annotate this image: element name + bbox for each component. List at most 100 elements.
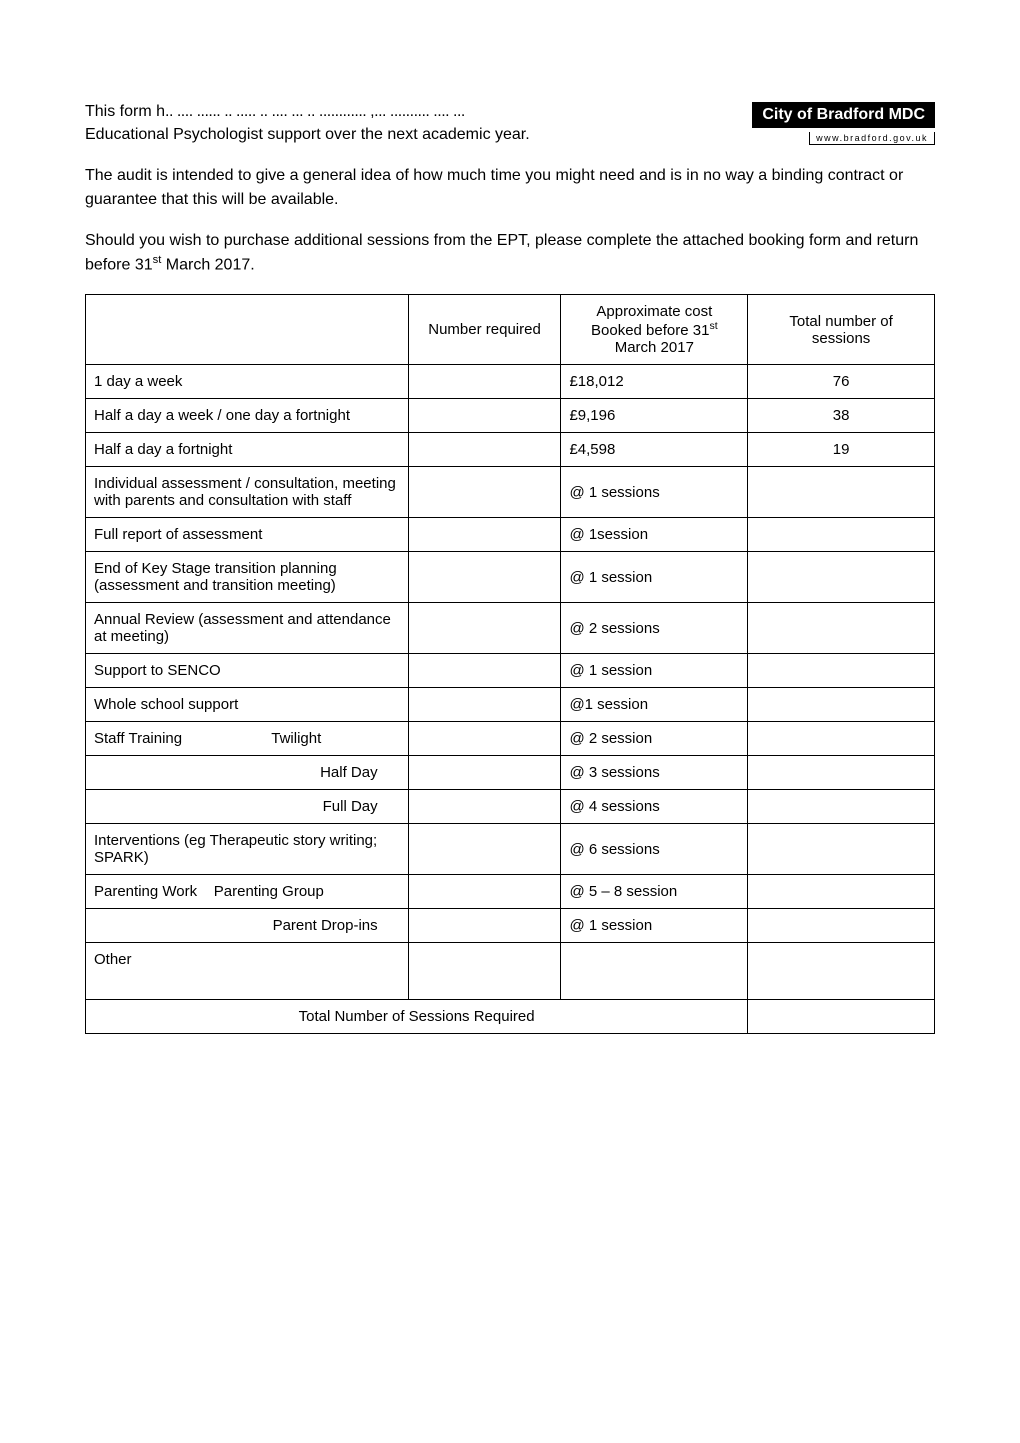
row-label-fullday: Full Day (86, 790, 409, 824)
row-sessions (748, 790, 935, 824)
table-row: Parenting Work Parenting Group @ 5 – 8 s… (86, 875, 935, 909)
row-label-other: Other (86, 943, 409, 1000)
row-label: Interventions (eg Therapeutic story writ… (86, 824, 409, 875)
page-root: City of Bradford MDC www.bradford.gov.uk… (0, 0, 1020, 1094)
row-sessions: 38 (748, 399, 935, 433)
row-number[interactable] (408, 552, 561, 603)
hdr-ordinal: st (709, 320, 717, 332)
table-row: Half a day a fortnight £4,598 19 (86, 433, 935, 467)
row-label: Support to SENCO (86, 654, 409, 688)
row-sessions (748, 467, 935, 518)
row-cost: @ 2 sessions (561, 603, 748, 654)
table-row: Support to SENCO @ 1 session (86, 654, 935, 688)
footer-row: Total Number of Sessions Required (86, 1000, 935, 1034)
header-sessions: Total number of sessions (748, 295, 935, 365)
row-number[interactable] (408, 875, 561, 909)
intro-para-3: Should you wish to purchase additional s… (85, 229, 935, 277)
intro-3b: March 2017. (161, 256, 254, 273)
table-row: Half a day a week / one day a fortnight … (86, 399, 935, 433)
row-sessions (748, 909, 935, 943)
table-row: Staff TrainingTwilight @ 2 session (86, 722, 935, 756)
row-sessions (748, 654, 935, 688)
table-row: 1 day a week £18,012 76 (86, 365, 935, 399)
logo-sub: www.bradford.gov.uk (809, 132, 935, 145)
parenting-work-label: Parenting Work (94, 883, 197, 900)
row-cost: @1 session (561, 688, 748, 722)
total-label: Total Number of Sessions Required (86, 1000, 748, 1034)
hdr-cost-b: Booked before 31 (591, 322, 709, 339)
row-label-staff-twilight: Staff TrainingTwilight (86, 722, 409, 756)
row-cost: @ 6 sessions (561, 824, 748, 875)
row-sessions (748, 943, 935, 1000)
table-row: Whole school support @1 session (86, 688, 935, 722)
row-cost: @ 2 session (561, 722, 748, 756)
row-label: 1 day a week (86, 365, 409, 399)
header-row: Number required Approximate cost Booked … (86, 295, 935, 365)
row-sessions (748, 603, 935, 654)
row-number[interactable] (408, 790, 561, 824)
row-sessions (748, 722, 935, 756)
intro-para-2: The audit is intended to give a general … (85, 164, 935, 210)
row-label: Full report of assessment (86, 518, 409, 552)
row-cost: £18,012 (561, 365, 748, 399)
row-number[interactable] (408, 518, 561, 552)
row-sessions (748, 756, 935, 790)
row-label-parenting-group: Parenting Work Parenting Group (86, 875, 409, 909)
row-number[interactable] (408, 399, 561, 433)
row-sessions (748, 824, 935, 875)
row-number[interactable] (408, 433, 561, 467)
row-cost: @ 1 sessions (561, 467, 748, 518)
header-cost: Approximate cost Booked before 31st Marc… (561, 295, 748, 365)
total-value[interactable] (748, 1000, 935, 1034)
intro-1a: This form h (85, 103, 165, 120)
table-row: Half Day @ 3 sessions (86, 756, 935, 790)
row-label: Individual assessment / consultation, me… (86, 467, 409, 518)
row-label-dropins: Parent Drop-ins (86, 909, 409, 943)
row-label: Annual Review (assessment and attendance… (86, 603, 409, 654)
row-number[interactable] (408, 943, 561, 1000)
row-number[interactable] (408, 688, 561, 722)
table-row: Other (86, 943, 935, 1000)
hdr-cost-a: Approximate cost (596, 303, 712, 320)
row-label: Whole school support (86, 688, 409, 722)
row-number[interactable] (408, 603, 561, 654)
logo-main: City of Bradford MDC (752, 102, 935, 128)
row-cost (561, 943, 748, 1000)
row-cost: @ 1 session (561, 552, 748, 603)
row-sessions (748, 688, 935, 722)
row-cost: @ 4 sessions (561, 790, 748, 824)
row-number[interactable] (408, 467, 561, 518)
row-number[interactable] (408, 909, 561, 943)
row-cost: £9,196 (561, 399, 748, 433)
logo-block: City of Bradford MDC www.bradford.gov.uk (752, 102, 935, 146)
cost-table: Number required Approximate cost Booked … (85, 294, 935, 1034)
table-row: Full report of assessment @ 1session (86, 518, 935, 552)
row-sessions (748, 552, 935, 603)
twilight-label: Twilight (271, 730, 321, 747)
hdr-sess-b: sessions (812, 330, 870, 347)
header-number-required: Number required (408, 295, 561, 365)
row-label: End of Key Stage transition planning (as… (86, 552, 409, 603)
intro-1b: Educational Psychologist support over th… (85, 126, 530, 143)
row-cost: @ 3 sessions (561, 756, 748, 790)
table-row: End of Key Stage transition planning (as… (86, 552, 935, 603)
parenting-group-label: Parenting Group (214, 883, 324, 900)
row-cost: £4,598 (561, 433, 748, 467)
row-sessions (748, 518, 935, 552)
table-row: Annual Review (assessment and attendance… (86, 603, 935, 654)
table-row: Interventions (eg Therapeutic story writ… (86, 824, 935, 875)
staff-training-label: Staff Training (94, 730, 271, 747)
row-cost: @ 5 – 8 session (561, 875, 748, 909)
ordinal-st: st (153, 254, 162, 266)
row-label: Half a day a fortnight (86, 433, 409, 467)
row-number[interactable] (408, 365, 561, 399)
row-number[interactable] (408, 824, 561, 875)
table-row: Full Day @ 4 sessions (86, 790, 935, 824)
row-number[interactable] (408, 722, 561, 756)
row-number[interactable] (408, 654, 561, 688)
row-sessions: 76 (748, 365, 935, 399)
row-number[interactable] (408, 756, 561, 790)
hdr-cost-c: March 2017 (615, 339, 694, 356)
row-cost: @ 1session (561, 518, 748, 552)
row-label: Half a day a week / one day a fortnight (86, 399, 409, 433)
